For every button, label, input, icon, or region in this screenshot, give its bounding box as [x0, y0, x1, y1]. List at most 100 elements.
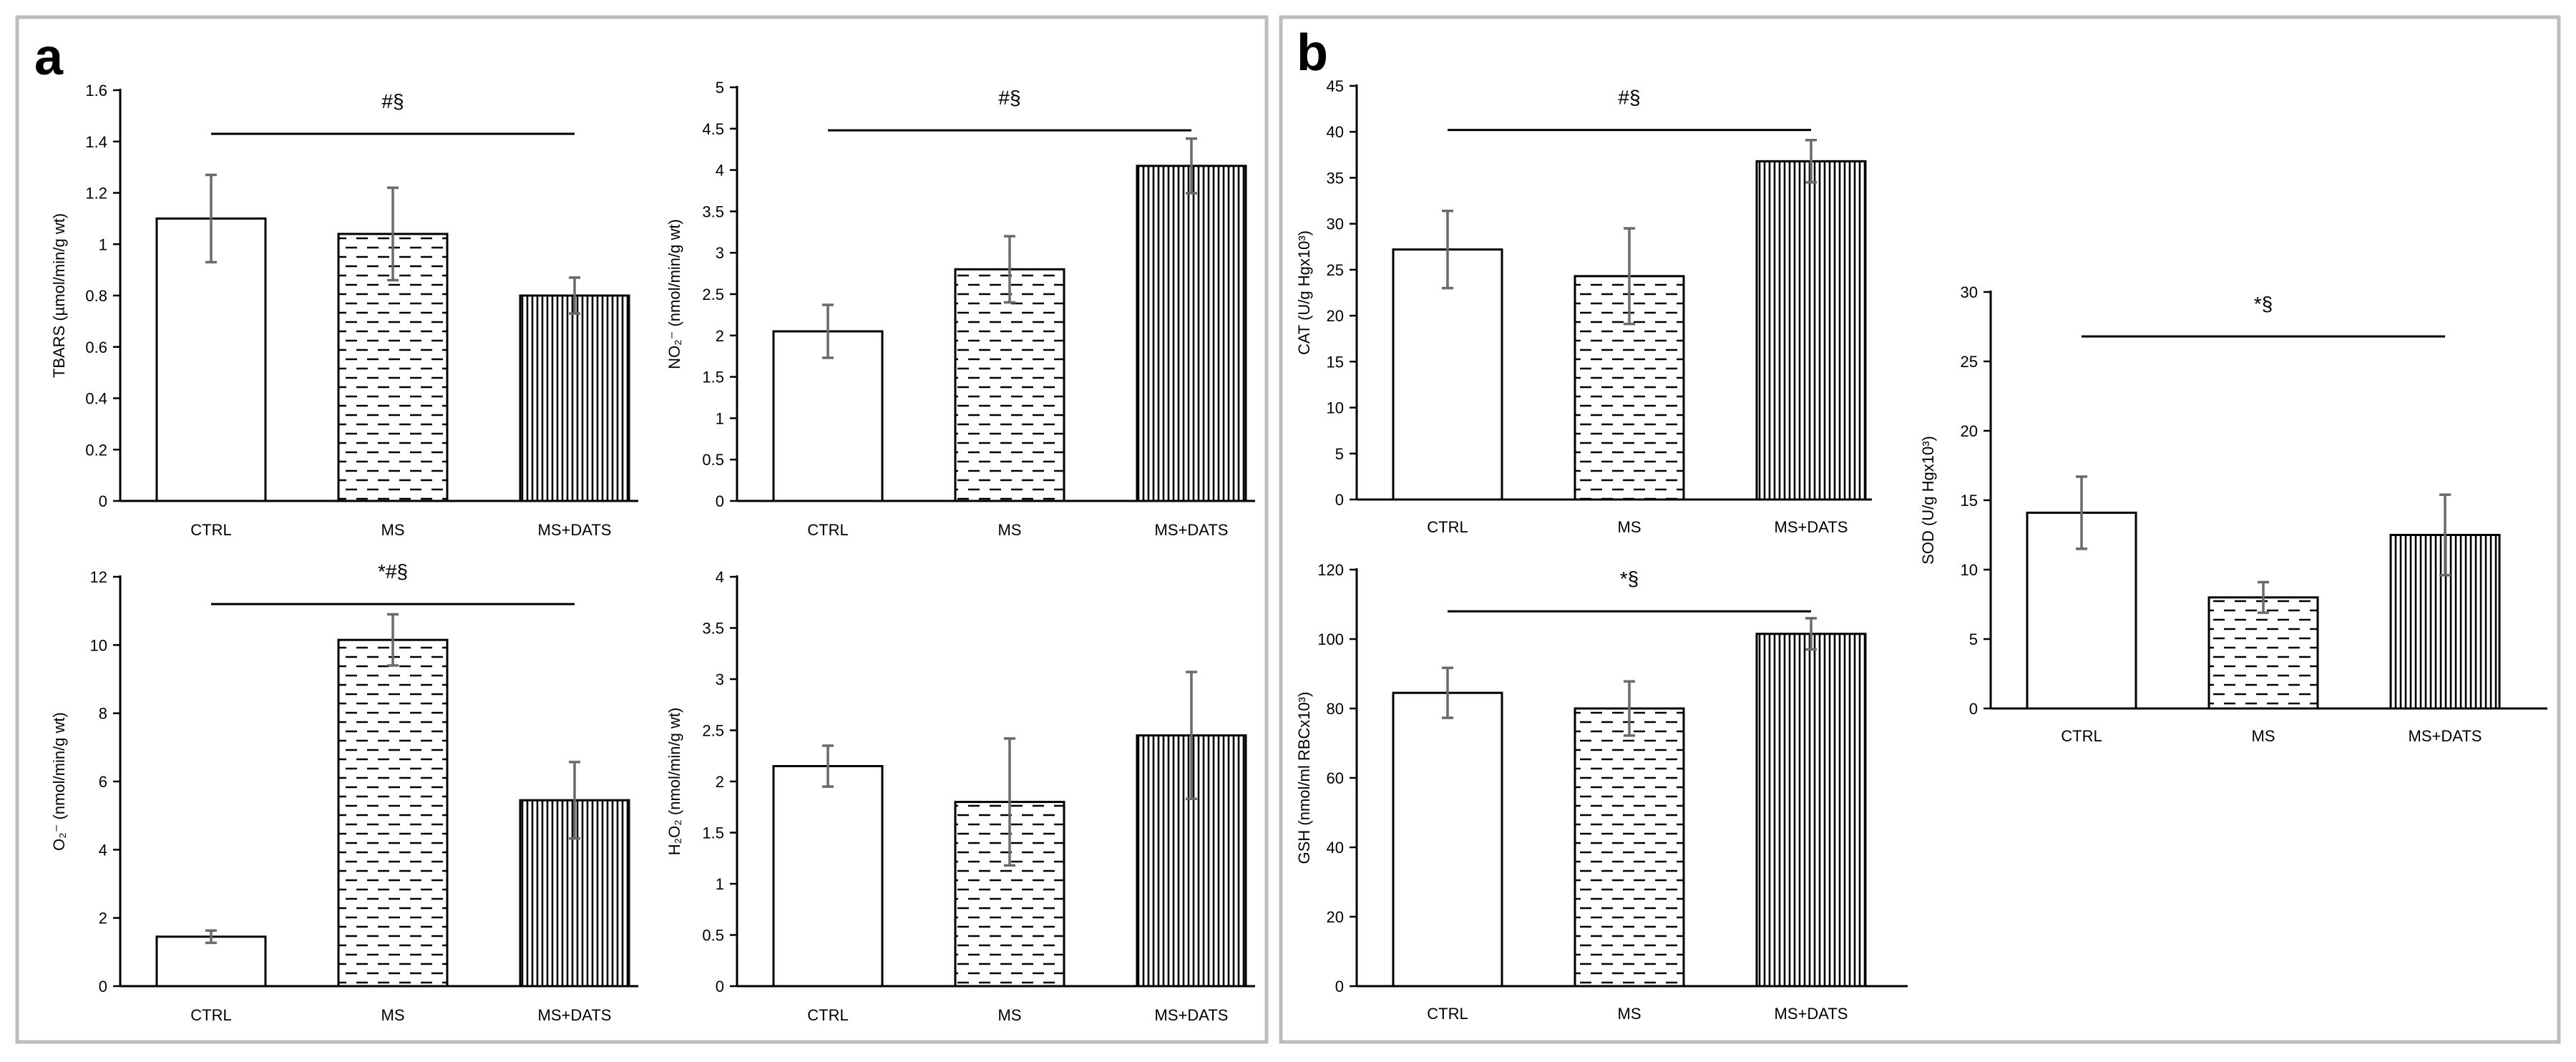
y-tick-label: 1	[716, 875, 724, 893]
category-label-ms-dats: MS+DATS	[1155, 1006, 1229, 1024]
y-tick-label: 0	[716, 978, 724, 995]
y-tick-label: 5	[716, 79, 724, 97]
category-label-ms-dats: MS+DATS	[538, 1006, 612, 1024]
y-axis-title: CAT (U/g Hgx10³)	[1295, 230, 1313, 355]
y-tick-label: 10	[1961, 561, 1978, 579]
category-label-ms: MS	[381, 521, 405, 539]
y-tick-label: 35	[1327, 169, 1344, 187]
significance-marker: #§	[1618, 87, 1640, 109]
bar-ms	[337, 638, 449, 988]
category-label-ms-dats: MS+DATS	[1155, 521, 1229, 539]
y-tick-label: 1.6	[85, 82, 107, 99]
bar-ctrl	[1392, 691, 1503, 988]
y-tick-label: 0	[99, 492, 107, 510]
y-tick-label: 25	[1327, 261, 1344, 279]
y-tick-label: 15	[1327, 353, 1344, 371]
bar-ctrl	[772, 330, 884, 502]
significance-marker: *#§	[378, 560, 408, 583]
y-tick-label: 20	[1327, 307, 1344, 325]
y-tick-label: 2.5	[702, 722, 724, 740]
bar-ms-dats	[1136, 165, 1247, 502]
bar-ms-dats	[1755, 633, 1867, 988]
bar-ctrl	[772, 765, 884, 988]
category-label-ms-dats: MS+DATS	[1775, 1005, 1848, 1023]
category-label-ctrl: CTRL	[807, 521, 848, 539]
y-tick-label: 0.5	[702, 927, 724, 945]
y-tick-label: 45	[1327, 77, 1344, 95]
y-tick-label: 0	[1335, 978, 1344, 995]
panel-label-b: b	[1297, 24, 1328, 82]
bar-ms	[1574, 707, 1685, 988]
bar-ms-dats	[519, 294, 630, 502]
category-label-ms-dats: MS+DATS	[1775, 518, 1848, 536]
y-tick-label: 80	[1327, 700, 1344, 718]
y-tick-label: 5	[1335, 445, 1344, 463]
y-tick-label: 10	[1327, 399, 1344, 417]
y-tick-label: 8	[99, 705, 107, 723]
y-axis-title: O₂⁻ (nmol/min/g wt)	[50, 712, 68, 851]
category-label-ctrl: CTRL	[1427, 1005, 1468, 1023]
y-tick-label: 0.8	[85, 287, 107, 305]
category-label-ctrl: CTRL	[190, 1006, 231, 1024]
y-tick-label: 120	[1317, 561, 1344, 579]
y-tick-label: 1.4	[85, 133, 107, 151]
bar-ms	[2207, 596, 2319, 710]
y-tick-label: 20	[1961, 422, 1978, 440]
y-tick-label: 3	[716, 244, 724, 262]
y-tick-label: 15	[1961, 492, 1978, 510]
y-tick-label: 2	[716, 773, 724, 791]
panel-label-a: a	[34, 29, 64, 86]
y-axis-title: H₂O₂ (nmol/min/g wt)	[665, 708, 683, 856]
significance-marker: #§	[381, 90, 404, 112]
y-tick-label: 1.5	[702, 369, 724, 386]
tbars-chart: 0 0.2 0.4 0.6 0.8 1 1.2 1.4 1.6 CTRL MS MS+DATS TBAR…	[50, 82, 638, 539]
y-tick-label: 30	[1327, 215, 1344, 233]
y-tick-label: 3.5	[702, 620, 724, 638]
category-label-ctrl: CTRL	[1427, 518, 1468, 536]
y-tick-label: 40	[1327, 839, 1344, 857]
gsh-chart: 0 20 40 60 80 100 120 CTRL MS MS+DATS GSH (nmol/ml…	[1295, 561, 1908, 1023]
significance-marker: #§	[998, 87, 1020, 109]
bar-ctrl	[155, 935, 267, 988]
cat-chart: 0 5 10 15 20 25 30 35 40 45 CTRL MS MS+DATS CAT (U/g …	[1295, 77, 1872, 536]
o2-chart: 0 2 4 6 8 10 12 CTRL MS MS+DATS O₂⁻ (nmol/min/g wt…	[50, 560, 638, 1024]
category-label-ms: MS	[998, 1006, 1022, 1024]
sod-chart: 0 5 10 15 20 25 30 CTRL MS MS+DATS SOD (U/g Hgx10³…	[1919, 283, 2547, 745]
y-tick-label: 3.5	[702, 203, 724, 220]
y-tick-label: 20	[1327, 908, 1344, 926]
y-tick-label: 0	[99, 978, 107, 995]
y-tick-label: 2.5	[702, 286, 724, 303]
bar-ctrl	[1392, 248, 1503, 501]
y-axis-title: TBARS (µmol/min/g wt)	[50, 213, 68, 378]
y-tick-label: 4	[716, 568, 724, 586]
y-tick-label: 3	[716, 671, 724, 688]
y-axis-title: SOD (U/g Hgx10³)	[1919, 436, 1937, 565]
y-tick-label: 40	[1327, 123, 1344, 141]
y-tick-label: 1	[716, 409, 724, 427]
category-label-ctrl: CTRL	[190, 521, 231, 539]
bar-ms-dats	[1755, 160, 1867, 501]
category-label-ms: MS	[381, 1006, 405, 1024]
y-tick-label: 0.5	[702, 451, 724, 469]
category-label-ms: MS	[1618, 1005, 1641, 1023]
category-label-ctrl: CTRL	[2061, 727, 2102, 745]
category-label-ms: MS	[998, 521, 1022, 539]
y-tick-label: 0	[716, 492, 724, 510]
category-label-ms: MS	[2252, 727, 2275, 745]
y-tick-label: 2	[99, 910, 107, 927]
significance-marker: *§	[2254, 293, 2273, 315]
panel-a-frame	[15, 15, 1269, 1044]
y-tick-label: 0	[1969, 700, 1978, 718]
y-tick-label: 0.2	[85, 441, 107, 459]
y-tick-label: 5	[1969, 630, 1978, 648]
category-label-ms-dats: MS+DATS	[2409, 727, 2482, 745]
y-tick-label: 2	[716, 327, 724, 345]
y-axis-title: GSH (nmol/ml RBCx10³)	[1295, 692, 1313, 864]
y-tick-label: 1.5	[702, 824, 724, 842]
category-label-ms: MS	[1618, 518, 1641, 536]
panel-b-frame	[1279, 15, 2561, 1044]
y-tick-label: 0.6	[85, 338, 107, 356]
y-tick-label: 0	[1335, 491, 1344, 509]
bar-ctrl	[155, 217, 267, 502]
y-axis-title: NO₂⁻ (nmol/min/g wt)	[665, 219, 683, 369]
